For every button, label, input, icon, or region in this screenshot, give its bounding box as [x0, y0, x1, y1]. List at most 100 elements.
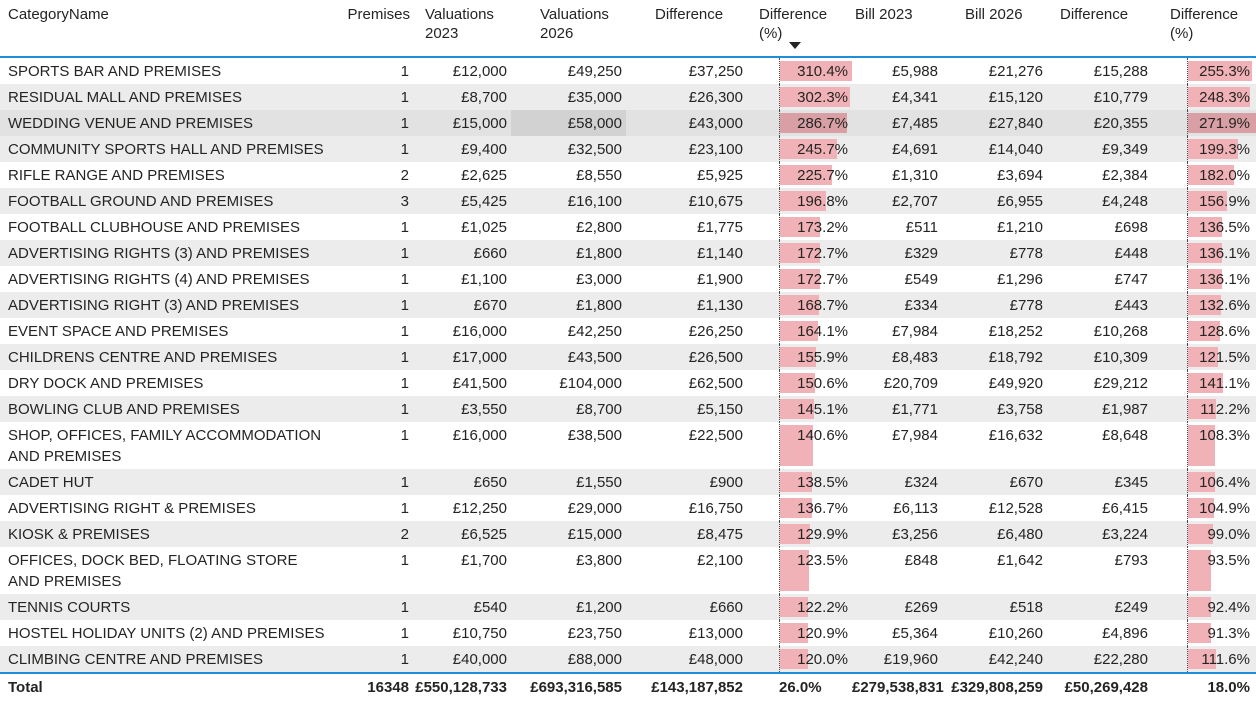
- cell-bill2023[interactable]: £8,483: [852, 344, 942, 370]
- cell-bill2023[interactable]: £7,485: [852, 110, 942, 136]
- cell-billDiff[interactable]: £9,349: [1047, 136, 1187, 162]
- cell-category[interactable]: FOOTBALL CLUBHOUSE AND PREMISES: [0, 214, 341, 240]
- cell-premises[interactable]: 1: [341, 422, 413, 469]
- cell-category[interactable]: COMMUNITY SPORTS HALL AND PREMISES: [0, 136, 341, 162]
- cell-billDiff[interactable]: £6,415: [1047, 495, 1187, 521]
- cell-val2026[interactable]: £35,000: [511, 84, 626, 110]
- cell-val2023[interactable]: £16,000: [413, 318, 511, 344]
- cell-diffPct[interactable]: 129.9%: [779, 521, 852, 547]
- cell-category[interactable]: SHOP, OFFICES, FAMILY ACCOMMODATION AND …: [0, 422, 341, 469]
- cell-diffPct[interactable]: 136.7%: [779, 495, 852, 521]
- cell-val2026[interactable]: £88,000: [511, 646, 626, 672]
- cell-bill2023[interactable]: £4,691: [852, 136, 942, 162]
- cell-premises[interactable]: 1: [341, 396, 413, 422]
- cell-bill2023[interactable]: £5,988: [852, 58, 942, 84]
- cell-billDiff[interactable]: £10,309: [1047, 344, 1187, 370]
- cell-val2023[interactable]: £5,425: [413, 188, 511, 214]
- cell-premises[interactable]: 1: [341, 370, 413, 396]
- cell-diffPct[interactable]: 310.4%: [779, 58, 852, 84]
- cell-billDiffPct[interactable]: 199.3%: [1187, 136, 1256, 162]
- cell-category[interactable]: BOWLING CLUB AND PREMISES: [0, 396, 341, 422]
- cell-diffPct[interactable]: 140.6%: [779, 422, 852, 469]
- cell-bill2026[interactable]: £6,955: [942, 188, 1047, 214]
- cell-bill2026[interactable]: £3,694: [942, 162, 1047, 188]
- cell-bill2023[interactable]: £19,960: [852, 646, 942, 672]
- cell-bill2023[interactable]: £2,707: [852, 188, 942, 214]
- cell-billDiff[interactable]: £2,384: [1047, 162, 1187, 188]
- cell-premises[interactable]: 1: [341, 136, 413, 162]
- cell-billDiffPct[interactable]: 92.4%: [1187, 594, 1256, 620]
- column-header-bill-2023[interactable]: Bill 2023: [852, 0, 942, 24]
- cell-category[interactable]: WEDDING VENUE AND PREMISES: [0, 110, 341, 136]
- cell-val2023[interactable]: £650: [413, 469, 511, 495]
- cell-diffPct[interactable]: 150.6%: [779, 370, 852, 396]
- column-header-valuations-2026[interactable]: Valuations 2026: [511, 0, 626, 43]
- cell-billDiffPct[interactable]: 111.6%: [1187, 646, 1256, 672]
- cell-bill2023[interactable]: £324: [852, 469, 942, 495]
- cell-billDiffPct[interactable]: 121.5%: [1187, 344, 1256, 370]
- cell-bill2026[interactable]: £1,642: [942, 547, 1047, 594]
- cell-bill2023[interactable]: £3,256: [852, 521, 942, 547]
- cell-bill2026[interactable]: £18,252: [942, 318, 1047, 344]
- cell-diff[interactable]: £62,500: [626, 370, 779, 396]
- cell-diff[interactable]: £2,100: [626, 547, 779, 594]
- cell-category[interactable]: DRY DOCK AND PREMISES: [0, 370, 341, 396]
- cell-category[interactable]: HOSTEL HOLIDAY UNITS (2) AND PREMISES: [0, 620, 341, 646]
- cell-val2023[interactable]: £1,700: [413, 547, 511, 594]
- cell-diff[interactable]: £48,000: [626, 646, 779, 672]
- cell-category[interactable]: TENNIS COURTS: [0, 594, 341, 620]
- cell-val2026[interactable]: £8,550: [511, 162, 626, 188]
- cell-diffPct[interactable]: 138.5%: [779, 469, 852, 495]
- cell-val2026[interactable]: £1,200: [511, 594, 626, 620]
- cell-val2023[interactable]: £670: [413, 292, 511, 318]
- cell-category[interactable]: EVENT SPACE AND PREMISES: [0, 318, 341, 344]
- cell-val2023[interactable]: £17,000: [413, 344, 511, 370]
- cell-diffPct[interactable]: 155.9%: [779, 344, 852, 370]
- cell-billDiffPct[interactable]: 182.0%: [1187, 162, 1256, 188]
- cell-billDiffPct[interactable]: 141.1%: [1187, 370, 1256, 396]
- cell-diffPct[interactable]: 120.0%: [779, 646, 852, 672]
- cell-bill2023[interactable]: £549: [852, 266, 942, 292]
- cell-val2023[interactable]: £6,525: [413, 521, 511, 547]
- cell-premises[interactable]: 2: [341, 521, 413, 547]
- cell-val2023[interactable]: £1,025: [413, 214, 511, 240]
- cell-val2026[interactable]: £29,000: [511, 495, 626, 521]
- cell-diffPct[interactable]: 302.3%: [779, 84, 852, 110]
- cell-billDiff[interactable]: £698: [1047, 214, 1187, 240]
- cell-billDiff[interactable]: £10,268: [1047, 318, 1187, 344]
- cell-premises[interactable]: 3: [341, 188, 413, 214]
- cell-val2026[interactable]: £3,800: [511, 547, 626, 594]
- cell-premises[interactable]: 1: [341, 240, 413, 266]
- cell-billDiffPct[interactable]: 108.3%: [1187, 422, 1256, 469]
- cell-category[interactable]: OFFICES, DOCK BED, FLOATING STORE AND PR…: [0, 547, 341, 594]
- cell-bill2026[interactable]: £15,120: [942, 84, 1047, 110]
- cell-val2026[interactable]: £32,500: [511, 136, 626, 162]
- cell-diffPct[interactable]: 145.1%: [779, 396, 852, 422]
- cell-diffPct[interactable]: 245.7%: [779, 136, 852, 162]
- cell-diff[interactable]: £660: [626, 594, 779, 620]
- cell-billDiff[interactable]: £249: [1047, 594, 1187, 620]
- cell-val2023[interactable]: £660: [413, 240, 511, 266]
- cell-val2026[interactable]: £15,000: [511, 521, 626, 547]
- cell-bill2023[interactable]: £334: [852, 292, 942, 318]
- cell-diff[interactable]: £23,100: [626, 136, 779, 162]
- cell-val2026[interactable]: £23,750: [511, 620, 626, 646]
- cell-category[interactable]: ADVERTISING RIGHT (3) AND PREMISES: [0, 292, 341, 318]
- cell-diff[interactable]: £16,750: [626, 495, 779, 521]
- cell-diff[interactable]: £900: [626, 469, 779, 495]
- cell-bill2023[interactable]: £6,113: [852, 495, 942, 521]
- cell-billDiff[interactable]: £29,212: [1047, 370, 1187, 396]
- cell-premises[interactable]: 1: [341, 495, 413, 521]
- cell-diff[interactable]: £1,900: [626, 266, 779, 292]
- cell-val2023[interactable]: £3,550: [413, 396, 511, 422]
- cell-diff[interactable]: £1,140: [626, 240, 779, 266]
- cell-category[interactable]: RESIDUAL MALL AND PREMISES: [0, 84, 341, 110]
- cell-val2023[interactable]: £41,500: [413, 370, 511, 396]
- column-header-premises[interactable]: Premises: [341, 0, 413, 24]
- column-header-valuations-2023[interactable]: Valuations 2023: [413, 0, 511, 43]
- cell-premises[interactable]: 1: [341, 110, 413, 136]
- cell-category[interactable]: RIFLE RANGE AND PREMISES: [0, 162, 341, 188]
- cell-bill2026[interactable]: £3,758: [942, 396, 1047, 422]
- column-header-difference-pct[interactable]: Difference (%): [759, 0, 852, 49]
- cell-category[interactable]: KIOSK & PREMISES: [0, 521, 341, 547]
